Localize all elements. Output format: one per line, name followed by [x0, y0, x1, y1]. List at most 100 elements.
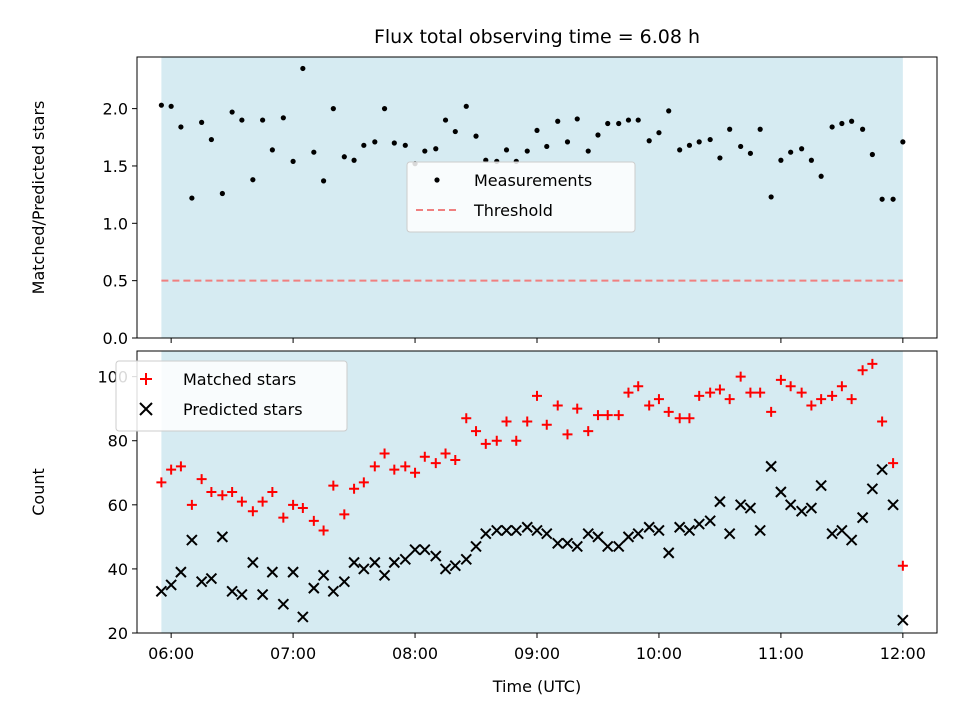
data-point [541, 527, 553, 540]
data-point [278, 512, 289, 523]
data-point [727, 126, 733, 132]
data-point [229, 109, 235, 115]
data-point [815, 479, 827, 492]
data-point [452, 128, 458, 135]
data-point [450, 454, 461, 465]
data-point [806, 400, 817, 411]
data-point [714, 384, 725, 395]
data-point [351, 157, 357, 163]
data-point [845, 534, 858, 546]
data-point [419, 543, 431, 556]
data-point [704, 515, 716, 527]
data-point [440, 448, 451, 459]
data-point [511, 435, 522, 446]
data-point [290, 158, 296, 164]
data-point [379, 448, 390, 459]
data-point [571, 540, 583, 553]
data-point [656, 130, 662, 136]
data-point [419, 451, 430, 462]
data-point [867, 358, 878, 369]
data-point [795, 505, 808, 517]
legend-marker [140, 373, 152, 385]
x-tick-label: 08:00 [392, 644, 438, 663]
data-point [734, 499, 747, 511]
data-point [677, 147, 683, 153]
data-point [348, 556, 360, 569]
data-point [463, 103, 469, 109]
data-point [755, 387, 766, 398]
data-point [297, 503, 308, 514]
data-point [388, 556, 401, 569]
data-point [623, 387, 634, 398]
data-point [747, 150, 754, 156]
x-tick-label: 07:00 [270, 644, 316, 663]
data-point [632, 527, 644, 540]
data-point [808, 157, 814, 163]
data-point [400, 461, 411, 472]
x-tick-label: 12:00 [880, 644, 926, 663]
data-point [460, 553, 472, 566]
data-point [216, 531, 229, 543]
data-point [765, 460, 777, 473]
data-point [583, 426, 594, 437]
data-point [552, 400, 563, 411]
data-point [616, 120, 622, 127]
data-point [439, 563, 452, 575]
data-point [503, 147, 510, 153]
data-point [866, 483, 879, 495]
data-point [849, 118, 855, 124]
data-point [592, 410, 603, 421]
data-point [168, 103, 174, 109]
data-point [186, 534, 198, 546]
y-tick-label: 2.0 [103, 100, 128, 119]
data-point [524, 148, 530, 154]
data-point [430, 458, 441, 469]
y-axis-label: Count [29, 468, 48, 516]
data-point [247, 506, 258, 517]
data-point [612, 540, 625, 553]
data-point [410, 467, 421, 478]
y-tick-label: 40 [108, 560, 128, 579]
data-point [208, 136, 214, 143]
data-point [178, 124, 184, 130]
data-point [674, 413, 685, 424]
data-point [897, 614, 909, 626]
data-point [236, 588, 248, 601]
data-point [552, 537, 564, 549]
data-point [247, 556, 259, 569]
data-point [300, 65, 306, 72]
data-point [391, 140, 397, 146]
data-point [521, 521, 533, 533]
data-point [635, 117, 641, 123]
data-point [846, 394, 857, 405]
x-axis-label: Time (UTC) [492, 677, 581, 696]
data-point [358, 477, 369, 488]
data-point [491, 524, 503, 537]
data-point [389, 464, 400, 475]
data-point [320, 178, 327, 184]
x-tick-label: 10:00 [636, 644, 682, 663]
data-point [572, 403, 583, 414]
data-point [308, 515, 319, 526]
data-point [744, 502, 757, 514]
data-point [754, 524, 766, 537]
data-point [869, 151, 875, 158]
data-point [317, 569, 330, 582]
data-point [818, 173, 824, 179]
data-point [422, 148, 428, 154]
data-point [378, 569, 391, 582]
data-point [311, 149, 317, 155]
data-point [662, 547, 675, 559]
y-tick-label: 20 [108, 624, 128, 643]
data-point [175, 566, 187, 578]
legend: Matched stars Predicted stars [115, 360, 348, 432]
data-point [195, 576, 208, 588]
data-point [602, 410, 613, 421]
data-point [297, 611, 309, 623]
data-point [510, 524, 522, 537]
data-point [836, 524, 848, 537]
y-tick-label: 80 [108, 432, 128, 451]
data-point [280, 115, 286, 121]
data-point [714, 495, 726, 508]
data-point [227, 487, 238, 497]
